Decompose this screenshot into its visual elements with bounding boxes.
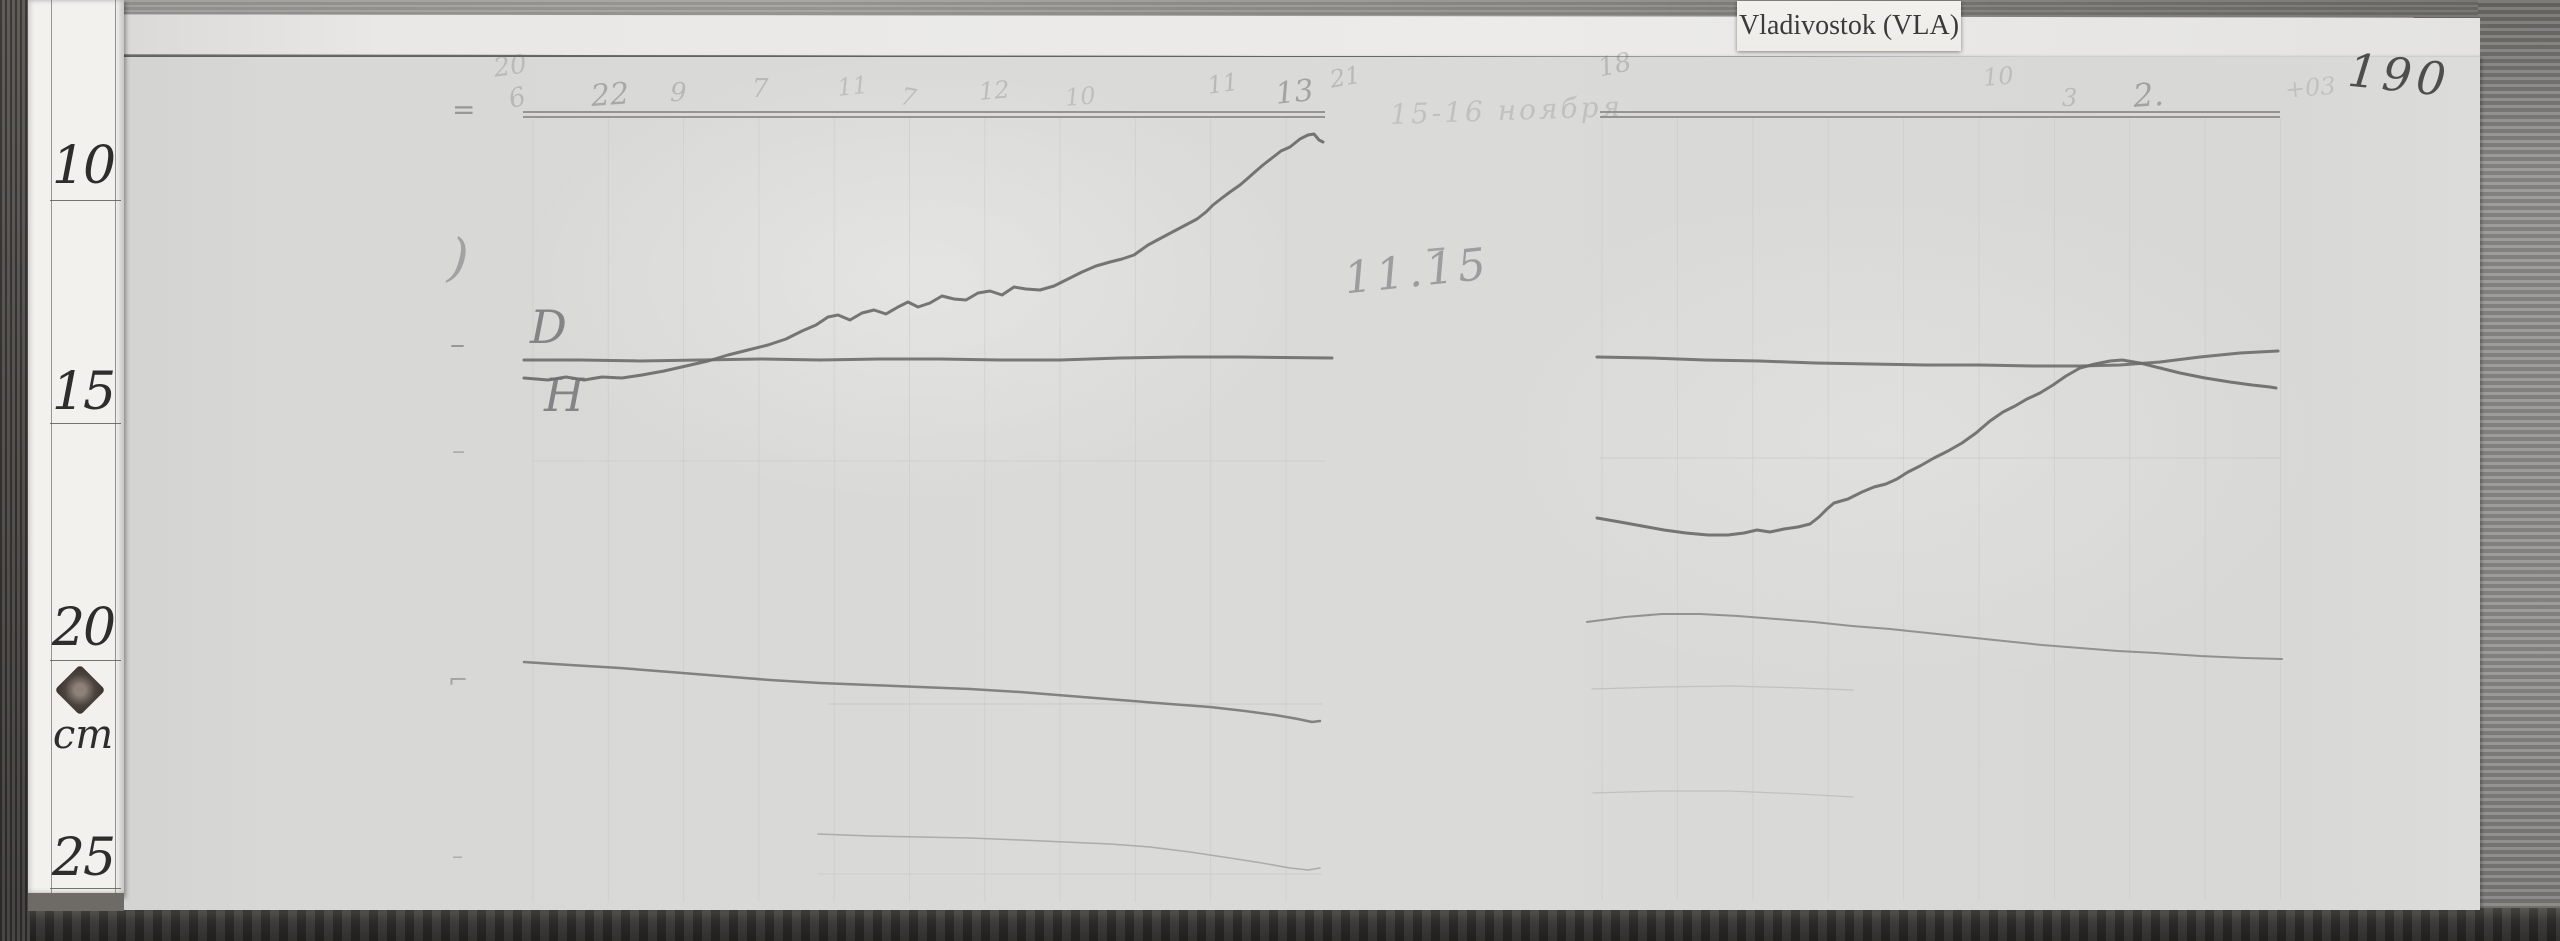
margin-pencil-mark: – (452, 436, 465, 466)
wood-table-bottom (0, 908, 2560, 941)
hour-mark-left: 13 (1273, 73, 1316, 112)
ruler-unit-label: cm (52, 712, 114, 758)
ruler-graduation-line (50, 888, 121, 889)
wood-table-right (2478, 0, 2560, 941)
ruler-mark: 10 (51, 136, 116, 196)
hour-mark-left: 10 (1063, 81, 1097, 112)
ruler-graduation-line (50, 660, 121, 661)
hour-mark-left: 9 (670, 78, 687, 108)
hour-mark-right: +03 (2283, 71, 2337, 104)
hour-mark-left: 21 (1327, 60, 1363, 94)
margin-pencil-mark: – (450, 327, 465, 362)
ruler-shadow-foot (28, 893, 124, 911)
hour-mark-right: 18 (1595, 47, 1635, 84)
hour-mark-left: 11 (835, 70, 870, 102)
overlapping-sheet-edge (95, 14, 2481, 61)
margin-pencil-mark: = (452, 93, 476, 126)
ruler-graduation-line (50, 200, 121, 201)
ruler-mark: 20 (51, 598, 116, 658)
margin-pencil-mark: – (1423, 223, 1448, 271)
hour-mark-left: 7 (752, 74, 769, 104)
hour-mark-left: 11 (1205, 67, 1240, 100)
hour-mark-right: 3 (2062, 84, 2078, 112)
hour-mark-right: 10 (1981, 61, 2015, 92)
trace-label-d: D (530, 300, 567, 354)
station-label: Vladivostok (VLA) (1737, 1, 1961, 51)
hour-mark-left: 12 (977, 75, 1011, 106)
ruler-mark: 15 (51, 362, 116, 422)
page-number-annotation: 190 (2345, 42, 2454, 108)
ruler-inner-line (115, 0, 116, 893)
wood-table-left (0, 0, 30, 941)
ruler-graduation-line (50, 423, 121, 424)
ruler-mark: 25 (51, 828, 116, 888)
hour-mark-right: 2. (2131, 74, 2165, 115)
photo-scale-ruler: 10 15 20 25 cm (28, 0, 124, 896)
hour-mark-left: 22 (589, 76, 631, 114)
ruler-inner-line (51, 0, 52, 893)
photogram-paper (85, 57, 2480, 910)
margin-pencil-mark: – (452, 844, 463, 869)
station-label-text: Vladivostok (VLA) (1738, 10, 1960, 41)
ruler-maker-diamond-logo (54, 664, 106, 716)
hour-mark-left: 20 (491, 49, 529, 84)
margin-pencil-mark: ) (446, 228, 471, 290)
trace-label-h: H (544, 368, 585, 422)
margin-pencil-mark: ⌐ (448, 666, 469, 694)
